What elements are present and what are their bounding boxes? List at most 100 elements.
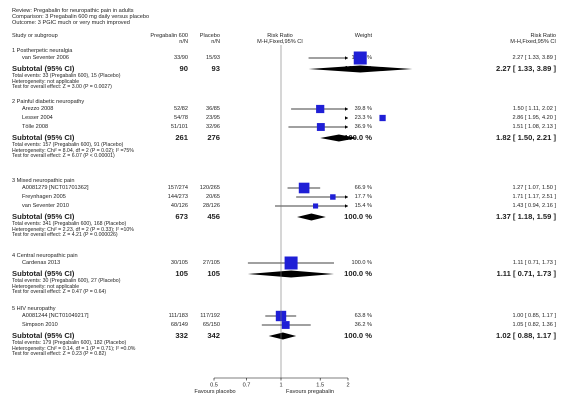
study-rr-text: 1.27 [ 1.07, 1.50 ] bbox=[512, 185, 556, 191]
study-ctl-nN: 36/85 bbox=[206, 106, 220, 112]
study-ctl-nN: 120/265 bbox=[199, 185, 220, 191]
study-name: van Seventer 2010 bbox=[22, 203, 69, 209]
col-rr-name: Risk Ratio bbox=[267, 33, 293, 39]
overall-effect-test: Test for overall effect: Z = 4.21 (P = 0… bbox=[12, 232, 118, 238]
subtotal-ctl: 276 bbox=[207, 133, 220, 142]
study-marker bbox=[281, 321, 290, 329]
subtotal-rr-text: 1.37 [ 1.18, 1.59 ] bbox=[496, 212, 556, 221]
subtotal-exp: 261 bbox=[175, 133, 188, 142]
outcome-title: Outcome: 3 PGIC much or very much improv… bbox=[12, 20, 130, 26]
study-marker bbox=[379, 114, 386, 122]
col-rr2-name: Risk Ratio bbox=[530, 33, 557, 39]
study-rr-text: 2.27 [ 1.33, 3.89 ] bbox=[512, 55, 556, 61]
col-exp-name: Pregabalin 600 bbox=[150, 33, 188, 39]
study-weight: 15.4 % bbox=[354, 203, 372, 209]
summary-diamond bbox=[320, 134, 358, 142]
col-ctl-name: Placebo bbox=[199, 33, 220, 39]
subtotal-rr-text: 1.02 [ 0.88, 1.17 ] bbox=[496, 331, 556, 340]
heterogeneity: Heterogeneity: not applicable bbox=[12, 283, 80, 290]
ci-arrow-right bbox=[345, 195, 348, 199]
group-title: 1 Postherpetic neuralgia bbox=[12, 48, 73, 54]
subtotal-weight: 100.0 % bbox=[344, 212, 372, 221]
study-weight: 36.2 % bbox=[354, 322, 372, 328]
group-title: 5 HIV neuropathy bbox=[12, 306, 56, 312]
overall-effect-test: Test for overall effect: Z = 6.07 (P < 0… bbox=[12, 153, 115, 159]
subtotal-weight: 100.0 % bbox=[344, 133, 372, 142]
subtotal-exp: 105 bbox=[175, 269, 188, 278]
summary-diamond bbox=[268, 332, 297, 340]
study-name: Simpson 2010 bbox=[22, 322, 58, 328]
col-ctl-nN: n/N bbox=[211, 39, 220, 45]
ci-arrow-right bbox=[345, 125, 348, 129]
study-marker bbox=[313, 203, 319, 209]
study-ctl-nN: 28/126 bbox=[202, 203, 220, 209]
study-name: A0081244 [NCT01049217] bbox=[22, 313, 89, 319]
heterogeneity: Heterogeneity: not applicable bbox=[12, 78, 80, 85]
heterogeneity: Heterogeneity: Chi² = 8.04, df = 2 (P = … bbox=[12, 147, 134, 154]
x-tick-label: 0.5 bbox=[210, 383, 218, 389]
study-exp-nN: 30/105 bbox=[170, 260, 188, 266]
study-name: A0081279 [NCT01701362] bbox=[22, 185, 89, 191]
study-exp-nN: 40/126 bbox=[170, 203, 188, 209]
x-tick-label: 2 bbox=[346, 383, 349, 389]
comparison-title: Comparison: 3 Pregabalin 600 mg daily ve… bbox=[12, 14, 150, 20]
study-weight: 66.9 % bbox=[354, 185, 372, 191]
study-weight: 36.9 % bbox=[354, 124, 372, 130]
subtotal-ctl: 105 bbox=[207, 269, 220, 278]
heterogeneity: Heterogeneity: Chi² = 0.14, df = 1 (P = … bbox=[12, 345, 136, 352]
overall-effect-test: Test for overall effect: Z = 3.00 (P = 0… bbox=[12, 84, 112, 90]
study-rr-text: 1.43 [ 0.94, 2.16 ] bbox=[512, 203, 556, 209]
study-ctl-nN: 20/65 bbox=[206, 194, 220, 200]
study-name: Freynhagen 2005 bbox=[22, 194, 66, 200]
subtotal-weight: 100.0 % bbox=[344, 331, 372, 340]
x-tick-label: 1.5 bbox=[316, 383, 324, 389]
study-rr-text: 1.50 [ 1.11, 2.02 ] bbox=[512, 106, 556, 112]
ci-arrow-right bbox=[345, 107, 348, 111]
study-name: Lesser 2004 bbox=[22, 115, 53, 121]
study-exp-nN: 51/101 bbox=[170, 124, 188, 130]
subtotal-weight: 100.0 % bbox=[344, 269, 372, 278]
ci-arrow-right bbox=[345, 56, 348, 60]
overall-effect-test: Test for overall effect: Z = 0.23 (P = 0… bbox=[12, 351, 107, 357]
study-ctl-nN: 117/192 bbox=[200, 313, 220, 319]
study-name: Arezzo 2008 bbox=[22, 106, 54, 112]
study-weight: 100.0 % bbox=[351, 260, 372, 266]
summary-diamond bbox=[308, 65, 413, 73]
study-exp-nN: 68/149 bbox=[170, 322, 188, 328]
subtotal-ctl: 93 bbox=[211, 64, 220, 73]
study-weight: 63.8 % bbox=[354, 313, 372, 319]
subtotal-label: Subtotal (95% CI) bbox=[12, 331, 75, 340]
col-study: Study or subgroup bbox=[12, 33, 58, 39]
total-events: Total events: 33 (Pregabalin 600), 15 (P… bbox=[12, 73, 121, 79]
study-ctl-nN: 15/93 bbox=[206, 55, 220, 61]
subtotal-exp: 90 bbox=[179, 64, 188, 73]
subtotal-label: Subtotal (95% CI) bbox=[12, 64, 75, 73]
subtotal-ctl: 456 bbox=[207, 212, 220, 221]
summary-diamond bbox=[296, 213, 326, 221]
ci-arrow-right bbox=[345, 204, 348, 208]
heterogeneity: Heterogeneity: Chi² = 2.23, df = 2 (P = … bbox=[12, 226, 134, 233]
total-events: Total events: 341 (Pregabalin 600), 168 … bbox=[12, 221, 127, 227]
study-marker bbox=[353, 51, 367, 65]
total-events: Total events: 157 (Pregabalin 600), 91 (… bbox=[12, 142, 124, 148]
study-weight: 17.7 % bbox=[354, 194, 372, 200]
favours-right-label: Favours pregabalin bbox=[286, 389, 334, 395]
study-name: Tölle 2008 bbox=[22, 124, 49, 130]
summary-diamond bbox=[247, 270, 334, 278]
x-tick-label: 1 bbox=[279, 383, 282, 389]
study-exp-nN: 54/78 bbox=[174, 115, 188, 121]
study-weight: 23.3 % bbox=[354, 115, 372, 121]
study-ctl-nN: 23/95 bbox=[206, 115, 220, 121]
study-name: van Seventer 2006 bbox=[22, 55, 69, 61]
study-ctl-nN: 27/105 bbox=[202, 260, 220, 266]
study-marker bbox=[316, 104, 325, 114]
subtotal-exp: 673 bbox=[175, 212, 188, 221]
subtotal-label: Subtotal (95% CI) bbox=[12, 212, 75, 221]
subtotal-label: Subtotal (95% CI) bbox=[12, 133, 75, 142]
study-rr-text: 1.51 [ 1.08, 2.13 ] bbox=[512, 124, 556, 130]
study-exp-nN: 111/183 bbox=[168, 313, 188, 319]
subtotal-label: Subtotal (95% CI) bbox=[12, 269, 75, 278]
subtotal-rr-text: 2.27 [ 1.33, 3.89 ] bbox=[496, 64, 556, 73]
study-exp-nN: 33/90 bbox=[174, 55, 188, 61]
